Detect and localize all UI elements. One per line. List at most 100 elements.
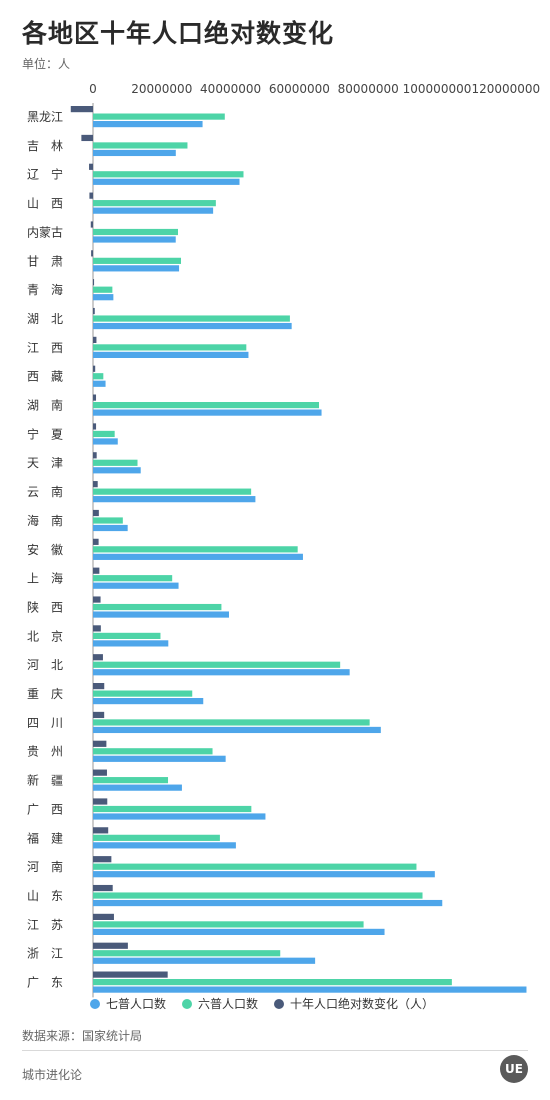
bar	[93, 957, 316, 964]
y-tick-label: 陕 西	[27, 599, 63, 614]
bar	[93, 402, 320, 409]
bar	[93, 113, 225, 120]
y-tick-label: 新 疆	[27, 773, 63, 788]
bar	[93, 884, 113, 892]
bar	[93, 351, 249, 358]
bar	[93, 834, 220, 841]
bar	[93, 971, 168, 978]
y-tick-label: 西 藏	[27, 370, 63, 384]
y-tick-label: 山 西	[27, 197, 63, 211]
y-tick-label: 上 海	[27, 571, 63, 586]
legend-dot-icon	[274, 998, 285, 1009]
x-tick-label: 0	[89, 82, 97, 96]
bar	[93, 430, 115, 438]
y-tick-label: 黑龙江	[27, 110, 63, 124]
y-tick-label: 安 徽	[27, 542, 63, 557]
y-tick-label: 福 建	[27, 830, 63, 845]
y-tick-label: 山 东	[27, 889, 63, 903]
legend-item-liupu: 六普人口数	[182, 995, 258, 1012]
legend-dot-icon	[90, 998, 100, 1009]
bar	[93, 611, 229, 618]
bar	[93, 294, 114, 301]
bar	[93, 488, 252, 495]
bar	[93, 928, 385, 935]
bar	[93, 690, 193, 697]
y-tick-label: 北 京	[27, 629, 63, 643]
bar	[93, 892, 423, 899]
bar	[93, 423, 97, 430]
bar	[93, 257, 181, 264]
bar	[93, 553, 303, 560]
bar	[93, 178, 240, 185]
divider	[22, 1050, 528, 1051]
bar	[93, 546, 298, 553]
bar	[93, 524, 128, 532]
bar	[93, 307, 95, 315]
y-tick-label: 宁 夏	[27, 426, 63, 441]
bar	[90, 221, 93, 228]
x-tick-label: 120000000	[471, 82, 540, 96]
bar	[91, 250, 93, 257]
bar	[93, 236, 176, 243]
y-tick-label: 内蒙古	[27, 224, 63, 239]
bar	[93, 950, 281, 957]
legend-label: 十年人口绝对数变化（人）	[290, 997, 435, 1011]
y-tick-label: 辽 宁	[27, 167, 63, 182]
y-tick-label: 重 庆	[27, 687, 63, 701]
x-tick-label: 40000000	[200, 82, 261, 96]
bar	[81, 134, 93, 142]
bar	[93, 279, 95, 286]
bar	[93, 979, 452, 986]
y-tick-label: 江 苏	[27, 918, 63, 932]
y-tick-label: 湖 南	[27, 398, 63, 413]
bar	[93, 863, 417, 870]
y-tick-label: 青 海	[27, 282, 63, 297]
bar	[93, 380, 106, 387]
y-tick-label: 贵 州	[27, 745, 63, 759]
legend-label: 七普人口数	[106, 997, 167, 1011]
bar	[93, 481, 98, 488]
y-tick-label: 河 南	[27, 859, 63, 874]
brand-name: 城市进化论	[22, 1068, 83, 1082]
bar	[93, 467, 141, 474]
bar	[93, 661, 341, 668]
bar	[93, 769, 107, 776]
bar	[93, 142, 188, 149]
bar	[93, 517, 123, 524]
y-tick-label: 海 南	[27, 513, 63, 528]
bar	[93, 409, 322, 416]
legend-item-change: 十年人口绝对数变化（人）	[274, 995, 434, 1012]
bar	[93, 373, 104, 380]
x-tick-label: 80000000	[338, 82, 399, 96]
bar	[93, 913, 114, 920]
bar	[93, 315, 290, 322]
bar	[93, 748, 213, 755]
bar	[93, 755, 226, 762]
y-tick-label: 广 西	[27, 802, 63, 816]
bar	[93, 726, 381, 734]
bar	[93, 719, 370, 726]
bar	[93, 336, 97, 343]
bar	[93, 632, 161, 639]
bar	[93, 871, 435, 878]
bar	[93, 640, 169, 647]
bar	[93, 813, 266, 820]
bar	[93, 438, 118, 445]
legend-label: 六普人口数	[198, 997, 259, 1011]
bar	[93, 986, 527, 993]
bar	[93, 171, 244, 178]
legend: 七普人口数 六普人口数 十年人口绝对数变化（人）	[90, 995, 434, 1012]
y-tick-label: 云 南	[27, 484, 63, 499]
bar	[93, 459, 138, 466]
bar	[93, 669, 350, 676]
bar	[93, 899, 443, 907]
bar	[93, 942, 128, 949]
bar	[93, 286, 113, 293]
unit-label: 单位：人	[22, 57, 71, 71]
bar	[93, 496, 256, 503]
bar	[93, 921, 364, 928]
bar	[93, 711, 105, 719]
x-tick-label: 100000000	[403, 82, 472, 96]
bar	[93, 582, 179, 589]
bar	[93, 149, 176, 157]
